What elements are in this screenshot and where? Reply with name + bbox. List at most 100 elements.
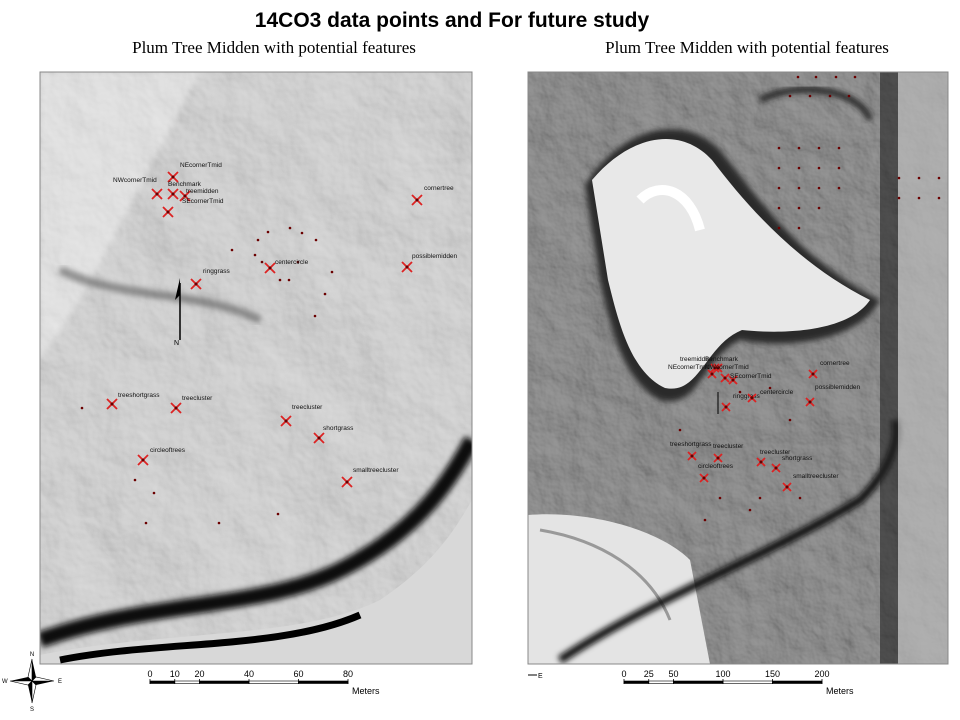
data-point (323, 292, 327, 296)
scale-unit: Meters (352, 686, 380, 696)
data-point (796, 75, 800, 79)
feature-point (415, 198, 419, 202)
data-point (777, 186, 781, 190)
data-point (718, 496, 722, 500)
orientation-arrow: E (528, 673, 543, 680)
feature-point (141, 458, 145, 462)
scale-segment (722, 680, 773, 684)
data-point (837, 186, 841, 190)
feature-label: ringgrass (203, 268, 230, 275)
feature-label: NEcornerTmid (668, 364, 710, 371)
compass-s: S (30, 707, 34, 713)
data-point (313, 314, 317, 318)
data-point (758, 496, 762, 500)
data-point (777, 166, 781, 170)
feature-label: treemidden (680, 356, 713, 363)
data-point (897, 176, 901, 180)
compass-n: N (30, 652, 34, 658)
feature-point (405, 265, 409, 269)
data-point (703, 518, 707, 522)
feature-label: ringgrass (733, 393, 760, 400)
scale-label: 25 (644, 669, 654, 679)
orientation-label: E (538, 673, 543, 680)
scale-label: 40 (244, 669, 254, 679)
scale-label: 20 (194, 669, 204, 679)
data-point (797, 146, 801, 150)
scale-segment (298, 680, 349, 684)
feature-point (268, 266, 272, 270)
scale-label: 80 (343, 669, 353, 679)
feature-label: NWcornerTmid (705, 364, 749, 371)
feature-label: circleoftrees (150, 447, 186, 454)
feature-point (110, 402, 114, 406)
feature-point (713, 366, 717, 370)
scale-label: 0 (621, 669, 626, 679)
map-frame (39, 71, 473, 665)
data-point (837, 166, 841, 170)
feature-label: NEcornerTmid (180, 162, 222, 169)
data-point (817, 186, 821, 190)
feature-point (716, 456, 720, 460)
data-point (788, 94, 792, 98)
feature-label: treecluster (713, 443, 744, 450)
data-point (296, 260, 300, 264)
feature-label: smalltreecluster (793, 473, 839, 480)
feature-point (724, 405, 728, 409)
slide-title: 14CO3 data points and For future study (255, 9, 650, 32)
feature-point (723, 376, 727, 380)
data-point (937, 176, 941, 180)
data-point (917, 196, 921, 200)
data-point (814, 75, 818, 79)
data-point (330, 270, 334, 274)
feature-point (171, 175, 175, 179)
map-right (528, 72, 948, 664)
feature-label: cornertree (820, 360, 850, 367)
data-point (853, 75, 857, 79)
feature-point (166, 210, 170, 214)
data-point (937, 196, 941, 200)
data-point (847, 94, 851, 98)
feature-label: treemidden (186, 188, 219, 195)
feature-label: Benchmark (168, 181, 202, 188)
data-point (777, 206, 781, 210)
feature-label: circleoftrees (698, 463, 734, 470)
feature-point (174, 406, 178, 410)
scale-label: 150 (765, 669, 780, 679)
data-point (287, 278, 291, 282)
data-point (217, 521, 221, 525)
north-label: N (174, 340, 179, 347)
scale-label: 10 (170, 669, 180, 679)
feature-point (811, 372, 815, 376)
data-point (797, 226, 801, 230)
data-point (144, 521, 148, 525)
data-point (917, 176, 921, 180)
feature-label: cornertree (424, 185, 454, 192)
compass-w: W (2, 679, 8, 685)
feature-label: possiblemidden (412, 253, 458, 260)
feature-label: shortgrass (323, 425, 354, 432)
data-point (300, 231, 304, 235)
data-point (276, 512, 280, 516)
feature-label: possiblemidden (815, 384, 861, 391)
feature-point (317, 436, 321, 440)
feature-point (759, 460, 763, 464)
scale-segment (648, 680, 674, 684)
data-point (788, 418, 792, 422)
data-point (828, 94, 832, 98)
feature-point (284, 419, 288, 423)
feature-point (750, 396, 754, 400)
data-point (817, 166, 821, 170)
map-caption: Plum Tree Midden with potential features (132, 38, 416, 57)
data-point (256, 238, 260, 242)
scale-segment (772, 680, 823, 684)
feature-label: SEcornerTmid (730, 373, 772, 380)
data-point (834, 75, 838, 79)
data-point (278, 278, 282, 282)
data-point (738, 390, 742, 394)
feature-point (194, 282, 198, 286)
map-caption: Plum Tree Midden with potential features (605, 38, 889, 57)
data-point (230, 248, 234, 252)
feature-point (702, 476, 706, 480)
